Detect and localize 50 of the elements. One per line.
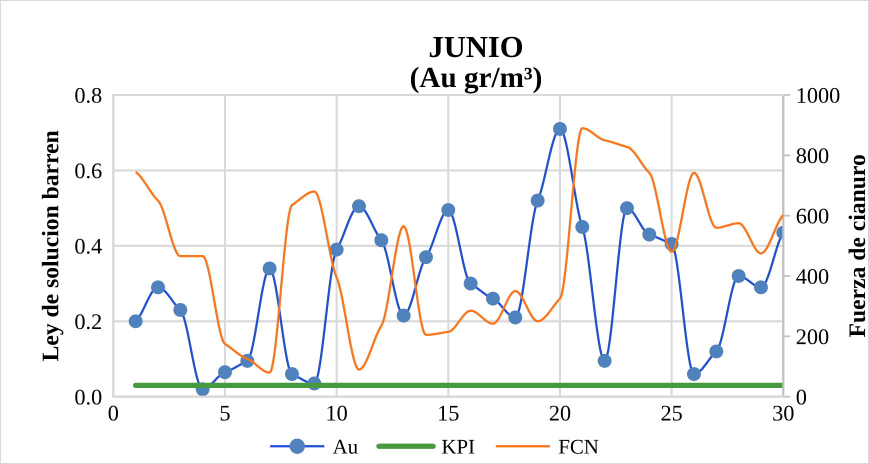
y2-tick-label: 600	[796, 208, 828, 224]
point	[575, 220, 590, 234]
point	[330, 242, 344, 257]
x-tick-label: 20	[550, 406, 570, 421]
point	[173, 303, 188, 317]
y2-axis-title: Fuerza de cianuro	[848, 155, 866, 338]
point	[396, 308, 411, 323]
point	[687, 367, 701, 382]
point	[262, 262, 277, 276]
point	[151, 280, 165, 294]
y2-tick-label: 800	[796, 148, 828, 164]
y2-tick-label: 200	[796, 329, 828, 344]
y-tick-label: 0.0	[75, 390, 102, 405]
x-tick-label: 30	[773, 406, 794, 421]
point	[754, 280, 768, 294]
point	[128, 314, 143, 328]
x-tick-label: 0	[108, 406, 118, 421]
y-tick-label: 0.2	[75, 314, 101, 330]
y2-tick-label: 400	[796, 268, 828, 284]
point	[464, 276, 478, 291]
point	[285, 367, 299, 382]
point	[508, 310, 522, 324]
y2-tick-label: 0	[796, 390, 806, 405]
legend-label: KPI	[442, 440, 474, 454]
y2-tick-label: 1000	[798, 88, 840, 103]
y-tick-label: 0.4	[75, 238, 102, 254]
y-tick-label: 0.6	[75, 163, 102, 178]
legend-label: FCN	[558, 440, 598, 454]
x-tick-label: 5	[220, 406, 230, 421]
y-tick-label: 0.8	[75, 88, 102, 104]
point	[352, 199, 366, 214]
x-tick-label: 15	[439, 406, 459, 421]
point	[642, 228, 656, 242]
point	[732, 269, 746, 283]
x-tick-label: 10	[327, 406, 347, 421]
legend-label: Au	[332, 440, 358, 454]
point	[598, 354, 612, 368]
x-tick-label: 25	[662, 406, 682, 421]
point	[419, 250, 433, 264]
point	[709, 344, 724, 358]
y-axis-title: Ley de solucion barren	[42, 130, 64, 362]
point	[486, 292, 500, 306]
chart-title: JUNIO	[430, 36, 522, 58]
point	[374, 233, 388, 248]
point	[553, 122, 567, 136]
point	[441, 203, 456, 217]
point	[530, 194, 545, 208]
point	[218, 365, 232, 380]
chart-subtitle: (Au gr/m³)	[410, 66, 542, 94]
point	[620, 201, 634, 216]
